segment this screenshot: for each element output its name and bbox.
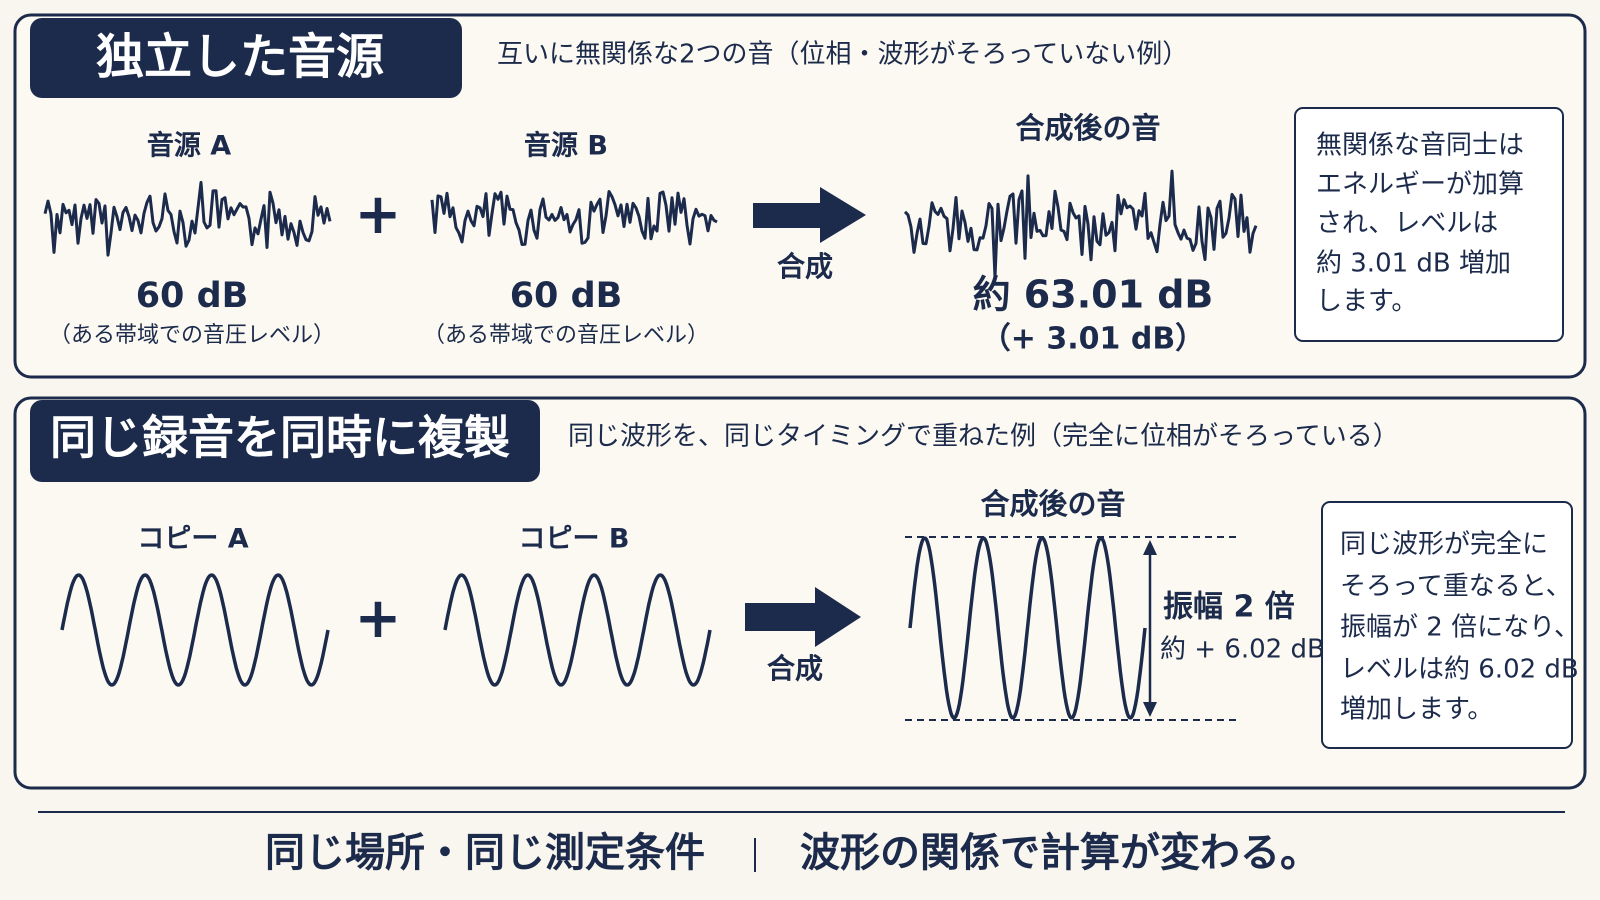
- note-box: [1321, 501, 1573, 749]
- source-label: コピー A: [137, 524, 248, 555]
- source-label: 音源 A: [147, 130, 231, 162]
- arrow: [753, 187, 866, 243]
- source-label: コピー B: [519, 524, 630, 555]
- plus: +: [355, 182, 402, 247]
- footer-text: 波形の関係で計算が変わる。: [800, 830, 1320, 876]
- arrow-label: 合成: [767, 652, 823, 685]
- waveform: [430, 190, 718, 246]
- arrow-label: 合成: [777, 250, 833, 283]
- note-line: 振幅が 2 倍になり、: [1340, 613, 1580, 643]
- title-tab: [30, 18, 462, 98]
- panel-title: 独立した音源: [96, 29, 384, 85]
- title-tab: [30, 400, 540, 482]
- panel-title: 同じ録音を同時に複製: [50, 411, 510, 465]
- waveform: [43, 180, 332, 257]
- result-label: 合成後の音: [980, 487, 1125, 521]
- plus: +: [355, 586, 402, 651]
- result-label: 合成後の音: [1015, 111, 1160, 145]
- waveform: [60, 573, 330, 687]
- source-level: 60 dB: [136, 276, 249, 316]
- note-line: 無関係な音同士は: [1316, 131, 1524, 161]
- footer-text: 同じ場所・同じ測定条件: [265, 830, 705, 876]
- result-level: 約 63.01 dB: [973, 273, 1214, 317]
- panel-subtitle: 互いに無関係な2つの音（位相・波形がそろっていない例）: [497, 40, 1188, 70]
- panel-subtitle: 同じ波形を、同じタイミングで重ねた例（完全に位相がそろっている）: [568, 422, 1399, 452]
- amplitude-label: 振幅 2 倍: [1163, 590, 1295, 625]
- waveform: [903, 169, 1258, 279]
- source-label: 音源 B: [524, 130, 608, 162]
- note-line: エネルギーが加算: [1316, 170, 1524, 200]
- note-line: され、レベルは: [1316, 209, 1498, 239]
- note-line: 増加します。: [1340, 695, 1493, 725]
- source-level: 60 dB: [510, 276, 623, 316]
- waveform: [443, 573, 712, 687]
- result-delta: （+ 3.01 dB）: [981, 322, 1205, 357]
- panel: [13, 396, 1587, 790]
- note-line: 約 3.01 dB 増加: [1316, 249, 1511, 279]
- arrow: [745, 587, 861, 647]
- note-line: レベルは約 6.02 dB: [1340, 655, 1579, 685]
- note-box: [1294, 107, 1564, 342]
- waveform: [908, 536, 1147, 720]
- panel: [13, 13, 1587, 379]
- result-delta: 約 + 6.02 dB: [1160, 635, 1325, 665]
- note-line: します。: [1316, 287, 1417, 317]
- note-line: そろって重なると、: [1340, 572, 1572, 602]
- note-line: 同じ波形が完全に: [1340, 530, 1548, 560]
- source-note: （ある帯域での音圧レベル）: [423, 323, 709, 348]
- source-note: （ある帯域での音圧レベル）: [49, 323, 335, 348]
